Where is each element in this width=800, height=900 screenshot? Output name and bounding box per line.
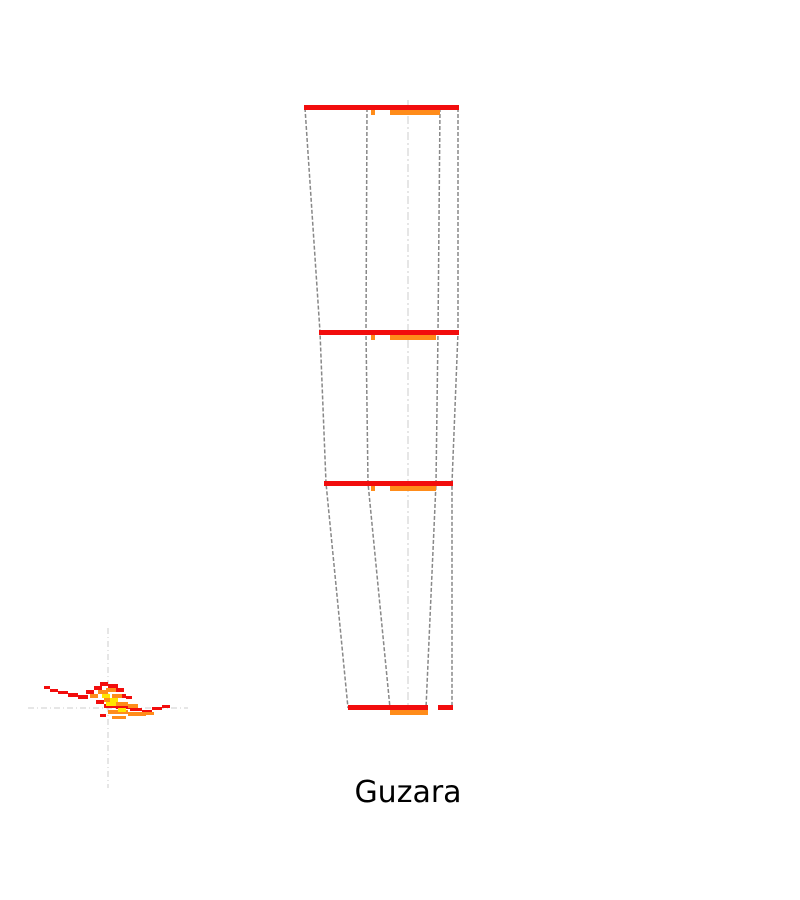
section-bar-orange — [390, 335, 436, 340]
outline-outer-left — [304, 107, 349, 709]
section-bar-orange — [390, 110, 440, 115]
section-bar-orange — [371, 335, 375, 340]
section-bar-red — [324, 481, 453, 486]
section-bar-orange — [371, 110, 375, 115]
outline-inner-right — [425, 107, 441, 709]
section-bar-red — [319, 330, 459, 335]
section-view — [304, 100, 459, 715]
outline-inner-left — [365, 107, 391, 709]
section-bar-red — [304, 105, 459, 110]
section-bar-red — [348, 705, 428, 710]
outline-outer-right — [451, 108, 459, 708]
section-bar-orange — [390, 486, 436, 491]
plan-view — [28, 628, 188, 788]
section-bar-orange — [390, 710, 428, 715]
section-bar-orange — [371, 486, 375, 491]
plan-blob-yellow — [102, 694, 126, 712]
caption-label: Guzara — [354, 775, 462, 810]
section-bar-red — [438, 705, 453, 710]
